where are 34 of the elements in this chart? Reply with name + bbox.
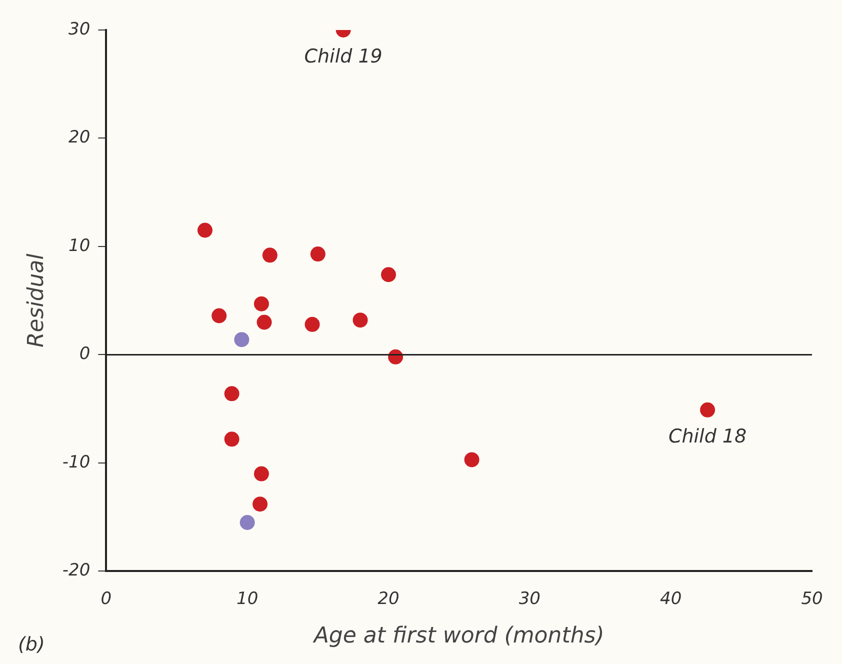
- x-axis-title: Age at first word (months): [312, 624, 604, 649]
- x-tick-label: 10: [236, 588, 258, 609]
- point: [304, 316, 320, 332]
- point: [352, 312, 368, 328]
- point: [700, 402, 716, 418]
- x-tick-label: 50: [801, 588, 823, 609]
- y-tick-label: 10: [68, 236, 90, 256]
- annotation: Child 19: [304, 45, 382, 68]
- point: [381, 267, 396, 282]
- x-tick-label: 0: [100, 588, 112, 609]
- point: [464, 452, 480, 468]
- point: [234, 332, 250, 348]
- point: [256, 314, 272, 330]
- point: [254, 296, 269, 312]
- x-tick-label: 30: [518, 588, 540, 609]
- x-tick-label: 40: [660, 588, 682, 609]
- point: [254, 466, 269, 482]
- point: [240, 514, 255, 530]
- point: [212, 308, 227, 324]
- point: [224, 386, 240, 402]
- y-tick-label: -20: [62, 560, 90, 581]
- point: [224, 432, 240, 447]
- y-tick-label: 20: [68, 128, 90, 148]
- text: (b): [18, 633, 45, 656]
- y-tick-label: -10: [62, 452, 90, 472]
- point: [262, 248, 278, 263]
- point: [197, 222, 212, 238]
- point: [310, 246, 326, 262]
- annotation: Child 18: [668, 425, 747, 448]
- y-tick-label: 30: [68, 19, 90, 40]
- y-axis-title: Residual: [24, 254, 49, 348]
- y-tick-label: 0: [79, 344, 90, 364]
- x-tick-label: 20: [378, 588, 400, 609]
- point: [252, 496, 268, 512]
